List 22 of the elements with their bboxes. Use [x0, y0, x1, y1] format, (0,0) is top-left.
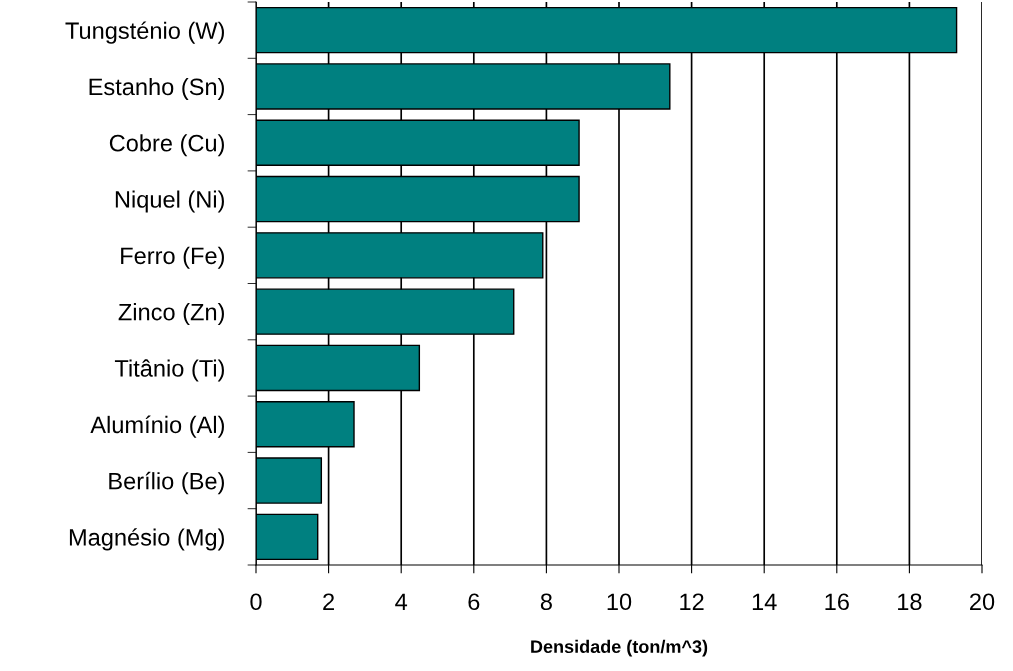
y-tick-label: Titânio (Ti) [114, 359, 224, 382]
x-tick-label: 20 [970, 593, 995, 611]
y-tick-label: Alumínio (Al) [90, 415, 224, 438]
x-tick-label: 12 [680, 593, 704, 610]
y-tick-label: Berílio (Be) [109, 471, 224, 495]
x-tick-label: 4 [395, 593, 408, 610]
y-tick-label: Niquel (Ni) [115, 190, 224, 213]
y-tick-label: Cobre (Cu) [109, 134, 224, 157]
y-tick-label: Magnésio (Mg) [69, 528, 224, 551]
x-tick-label: 8 [540, 593, 552, 611]
x-tick-label: 2 [323, 593, 334, 610]
x-tick-label: 16 [825, 593, 849, 611]
y-tick-label: Tungsténio (W) [65, 21, 224, 44]
x-tick-label: 6 [468, 593, 480, 611]
x-axis-title: Densidade (ton/m^3) [531, 639, 708, 657]
y-tick-label: Ferro (Fe) [121, 246, 224, 269]
y-tick-label: Estanho (Sn) [89, 77, 224, 100]
y-tick-label: Zinco (Zn) [118, 303, 224, 326]
x-tick-label: 10 [607, 593, 632, 611]
x-tick-label: 14 [752, 593, 777, 610]
x-tick-label: 18 [898, 593, 922, 611]
x-tick-label: 0 [250, 593, 262, 611]
